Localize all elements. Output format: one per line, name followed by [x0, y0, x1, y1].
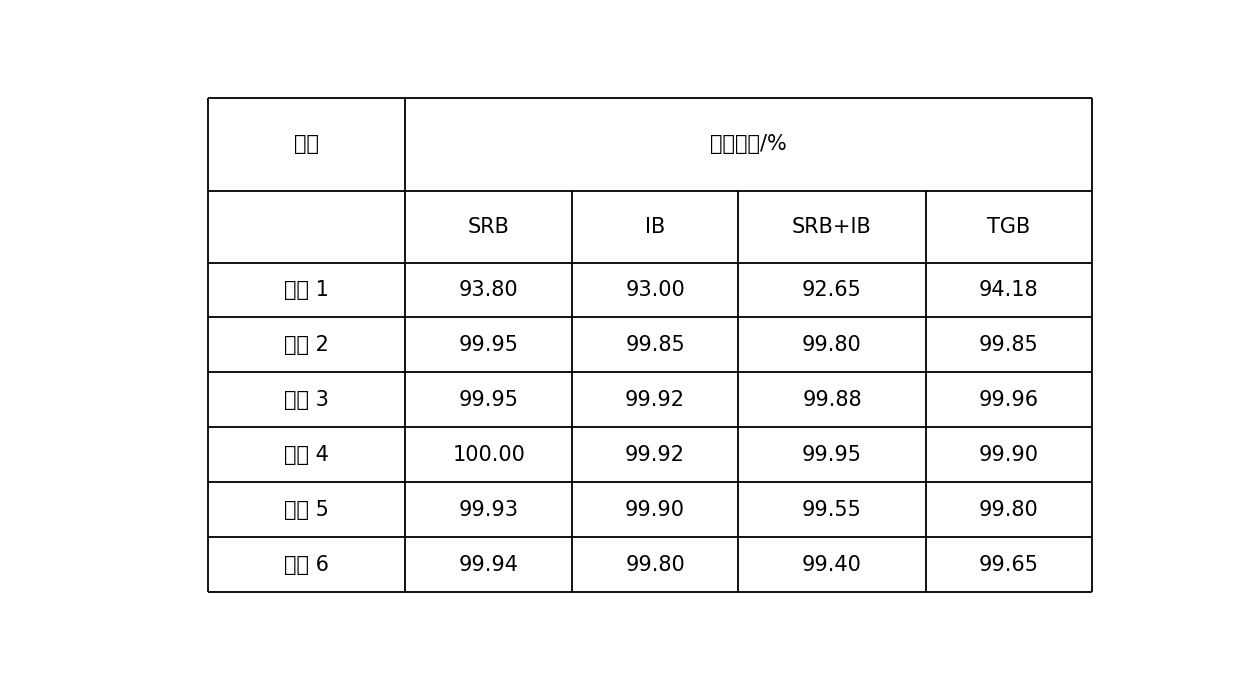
Text: 99.85: 99.85	[978, 335, 1039, 355]
Text: 94.18: 94.18	[978, 280, 1039, 300]
Text: 100.00: 100.00	[453, 445, 525, 464]
Text: 配方 5: 配方 5	[284, 500, 329, 520]
Text: TGB: TGB	[987, 217, 1030, 237]
Text: 99.93: 99.93	[459, 500, 518, 520]
Text: 99.80: 99.80	[978, 500, 1039, 520]
Text: 99.95: 99.95	[802, 445, 862, 464]
Text: 配方: 配方	[294, 135, 319, 154]
Text: 99.92: 99.92	[625, 390, 686, 410]
Text: 99.40: 99.40	[802, 555, 862, 574]
Text: 99.80: 99.80	[625, 555, 684, 574]
Text: 99.88: 99.88	[802, 390, 862, 410]
Text: 杀菌率　/%: 杀菌率 /%	[711, 135, 787, 154]
Text: 配方 6: 配方 6	[284, 555, 329, 574]
Text: 配方 3: 配方 3	[284, 390, 329, 410]
Text: 99.55: 99.55	[802, 500, 862, 520]
Text: 93.00: 93.00	[625, 280, 684, 300]
Text: 99.95: 99.95	[459, 390, 518, 410]
Text: 99.95: 99.95	[459, 335, 518, 355]
Text: 99.96: 99.96	[978, 390, 1039, 410]
Text: IB: IB	[645, 217, 665, 237]
Text: 92.65: 92.65	[802, 280, 862, 300]
Text: SRB+IB: SRB+IB	[792, 217, 872, 237]
Text: 配方 4: 配方 4	[284, 445, 329, 464]
Text: 99.65: 99.65	[978, 555, 1039, 574]
Text: 99.94: 99.94	[459, 555, 518, 574]
Text: 配方 1: 配方 1	[284, 280, 329, 300]
Text: 配方 2: 配方 2	[284, 335, 329, 355]
Text: 99.80: 99.80	[802, 335, 862, 355]
Text: 99.92: 99.92	[625, 445, 686, 464]
Text: 99.90: 99.90	[625, 500, 686, 520]
Text: SRB: SRB	[467, 217, 510, 237]
Text: 99.90: 99.90	[978, 445, 1039, 464]
Text: 93.80: 93.80	[459, 280, 518, 300]
Text: 99.85: 99.85	[625, 335, 684, 355]
